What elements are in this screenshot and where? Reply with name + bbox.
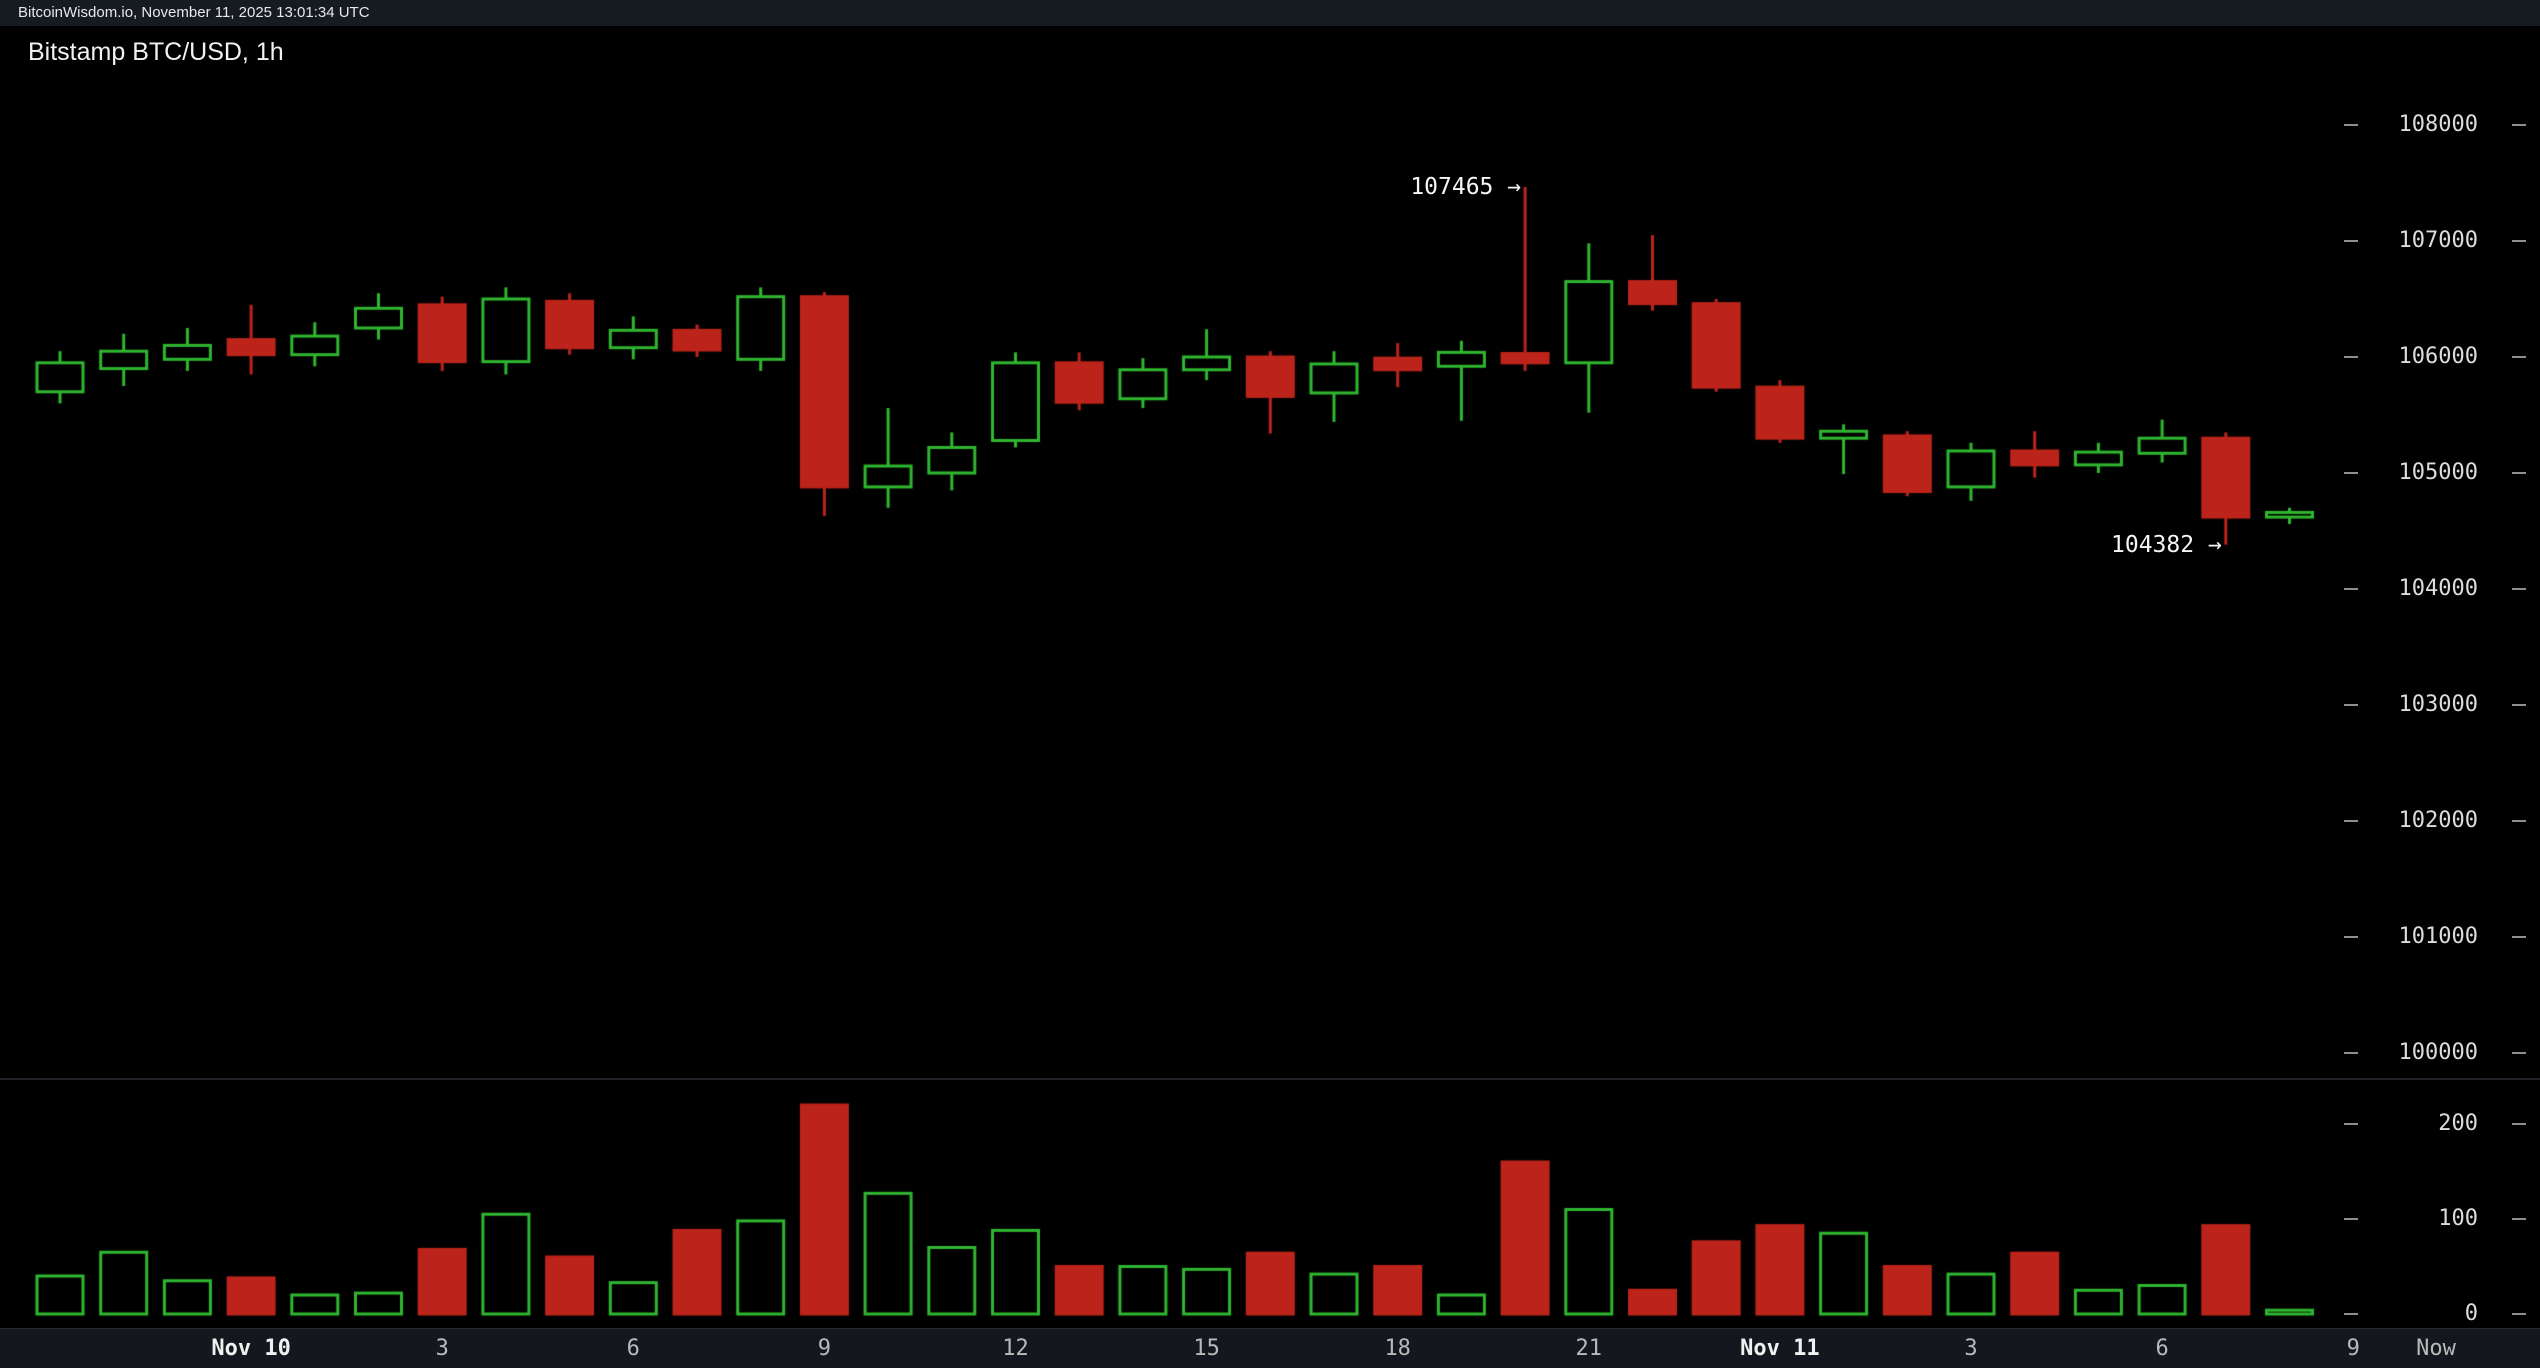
time-axis-label: 21	[1575, 1336, 1603, 1361]
time-axis-label: Nov 11	[1740, 1336, 1820, 1361]
time-axis-label: 6	[626, 1336, 640, 1361]
time-axis-label: 18	[1384, 1336, 1411, 1361]
time-axis-label: Now	[2416, 1336, 2456, 1361]
time-axis-label: Nov 10	[211, 1336, 291, 1361]
chart-title: Bitstamp BTC/USD, 1h	[28, 38, 284, 66]
time-axis-label: 3	[1964, 1336, 1978, 1361]
time-axis-label: 3	[435, 1336, 449, 1361]
time-axis-label: 9	[817, 1336, 832, 1361]
time-axis-label: 12	[1002, 1336, 1029, 1361]
pane-divider	[0, 1078, 2540, 1080]
time-axis-label: 6	[2155, 1336, 2169, 1361]
time-axis-label: 9	[2346, 1336, 2360, 1361]
time-axis-label: 15	[1193, 1336, 1220, 1361]
time-axis: Nov 10 3 6 9 12 15 18 21 Nov 11 3 6 9 Now	[0, 1328, 2540, 1368]
source-timestamp-text: BitcoinWisdom.io, November 11, 2025 13:0…	[18, 4, 370, 21]
top-status-bar: BitcoinWisdom.io, November 11, 2025 13:0…	[0, 0, 2540, 26]
